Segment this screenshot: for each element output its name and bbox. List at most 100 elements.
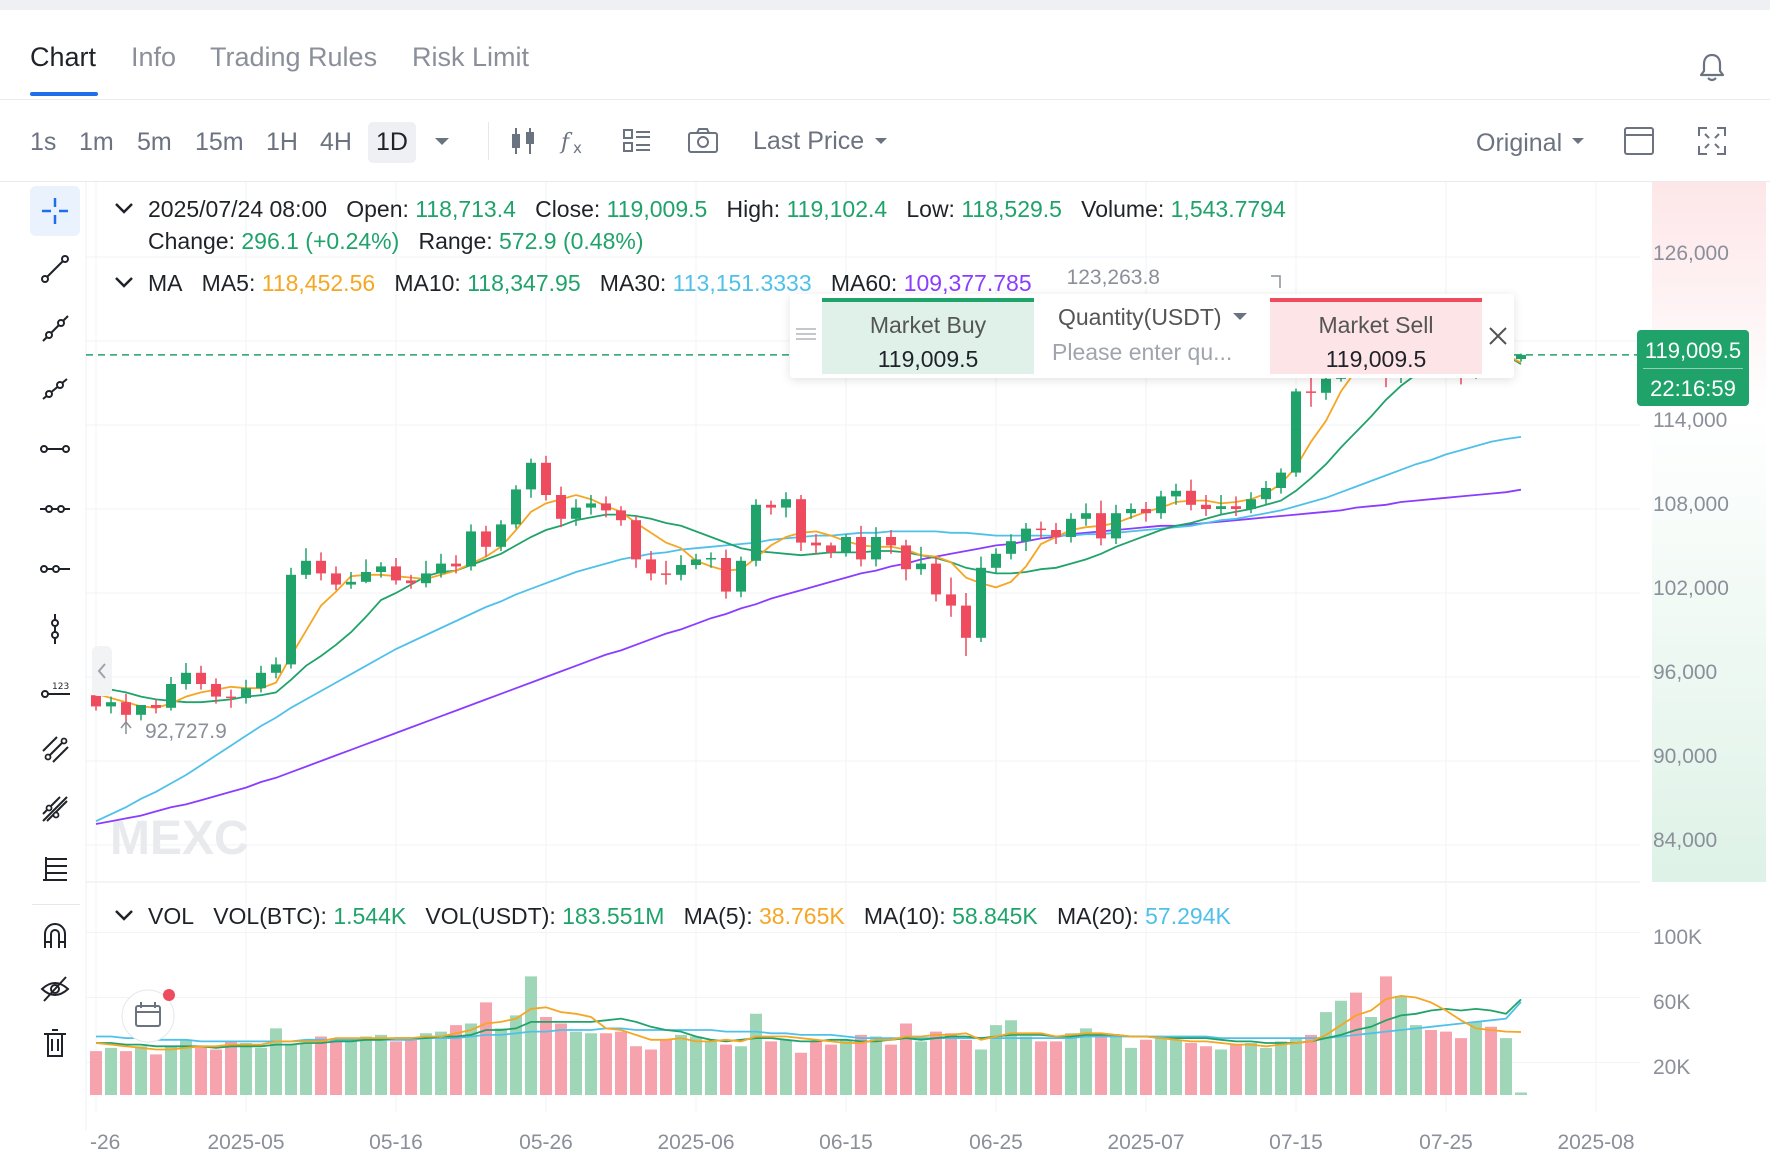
candlestick-icon[interactable] [506,124,540,158]
quantity-input[interactable] [1052,334,1256,370]
parallel-channel-tool[interactable] [30,724,80,774]
candle-body [466,531,476,567]
quantity-label[interactable]: Quantity(USDT) [1058,304,1222,330]
tab-risk-limit[interactable]: Risk Limit [412,42,530,72]
chevron-down-icon[interactable] [112,903,136,927]
price-tick: 114,000 [1653,409,1727,432]
market-sell-button[interactable]: Market Sell 119,009.5 [1270,298,1482,374]
volume-value: 1,543.7794 [1170,196,1286,222]
bell-icon[interactable] [1698,52,1726,82]
volume-bar [1470,1021,1482,1095]
candle-body [1516,354,1526,360]
trend-line-icon [41,255,69,283]
scroll-left-handle[interactable] [92,646,112,696]
price-tick: 108,000 [1653,493,1729,516]
view-mode-select[interactable]: Original [1476,129,1563,157]
timeframe-1d[interactable]: 1D [368,122,416,163]
volume-bar [1275,1041,1287,1095]
price-label-tool[interactable]: 123 [30,664,80,714]
range-label: Range: [418,228,493,254]
chevron-down-icon[interactable] [112,270,136,294]
chevron-down-icon[interactable] [1230,306,1250,326]
volume-bar [945,1033,957,1095]
svg-text:123: 123 [52,682,69,692]
volume-bar [795,1052,807,1095]
volume-bar [135,1046,147,1095]
horizontal-line-tool[interactable] [30,484,80,534]
pitchfork-tool[interactable] [30,784,80,834]
fibonacci-tool[interactable] [30,844,80,894]
vertical-line-tool[interactable] [30,604,80,654]
timeframe-15m[interactable]: 15m [195,128,244,156]
layout-list-icon[interactable] [620,124,654,158]
horizontal-segment-tool[interactable] [30,424,80,474]
volume-tick: 60K [1653,991,1690,1014]
ma30-label: MA30: [599,270,667,296]
vol-btc-label: VOL(BTC): [213,903,327,929]
close-label: Close: [535,196,601,222]
extended-line-tool[interactable] [30,364,80,414]
ray-tool[interactable] [30,304,80,354]
volume-bar [1500,1038,1512,1095]
candle-body [211,684,221,697]
volume-ma-lines [95,994,1522,1051]
volume-bar [510,1015,522,1095]
volume-bar [480,1002,492,1095]
chevron-down-icon[interactable] [112,196,136,220]
tab-trading-rules[interactable]: Trading Rules [210,42,378,72]
crosshair-tool[interactable] [30,186,80,236]
candle-body [286,574,296,665]
chevron-down-icon[interactable] [425,124,459,158]
trend-line-tool[interactable] [30,244,80,294]
vol-name: VOL [148,903,195,929]
close-icon[interactable] [1486,324,1510,348]
candle-body [331,573,341,585]
timeframe-1s[interactable]: 1s [30,128,57,156]
low-value: 118,529.5 [961,196,1062,222]
timeframe-5m[interactable]: 5m [137,128,172,156]
price-source-select[interactable]: Last Price [753,127,865,155]
volume-bar [435,1031,447,1095]
fullscreen-icon[interactable] [1695,124,1729,158]
window-icon[interactable] [1622,124,1656,158]
horizontal-segment-icon [40,445,70,453]
tab-chart[interactable]: Chart [30,42,97,72]
candle-body [871,537,881,560]
candle-body [766,504,776,508]
candle-body [661,573,671,575]
market-buy-button[interactable]: Market Buy 119,009.5 [822,298,1034,374]
volume-bar [915,1041,927,1095]
hide-drawings-tool[interactable] [30,964,80,1014]
volume-bar [1305,1034,1317,1095]
go-to-date-button[interactable] [118,986,178,1046]
volume-bar [465,1023,477,1095]
delete-drawings-tool[interactable] [30,1018,80,1068]
indicator-fx-icon[interactable]: f x [558,124,592,158]
market-sell-label: Market Sell [1318,312,1434,338]
candle-body [991,553,1001,568]
volume-bar [690,1036,702,1095]
camera-icon[interactable] [686,124,720,158]
vol-ma10-value: 58.845K [952,903,1038,929]
volume-bar [1335,1000,1347,1095]
volume-bar [1380,976,1392,1095]
volume-bar [885,1044,897,1095]
chevron-down-icon[interactable] [864,124,898,158]
candle-body [391,566,401,581]
candle-body [571,507,581,519]
candle-body [361,572,371,582]
volume-bar [1125,1047,1137,1095]
magnet-tool[interactable] [30,910,80,960]
timeframe-4h[interactable]: 4H [320,128,352,156]
volume-bar [315,1036,327,1095]
timeframe-1h[interactable]: 1H [266,128,298,156]
drag-handle-icon[interactable] [794,322,818,346]
horizontal-ray-tool[interactable] [30,544,80,594]
change-value: 296.1 (+0.24%) [241,228,400,254]
vol-ma20-label: MA(20): [1056,903,1139,929]
candle-body [511,489,521,525]
chevron-down-icon[interactable] [1561,124,1595,158]
timeframe-1m[interactable]: 1m [79,128,114,156]
tab-info[interactable]: Info [131,42,177,72]
